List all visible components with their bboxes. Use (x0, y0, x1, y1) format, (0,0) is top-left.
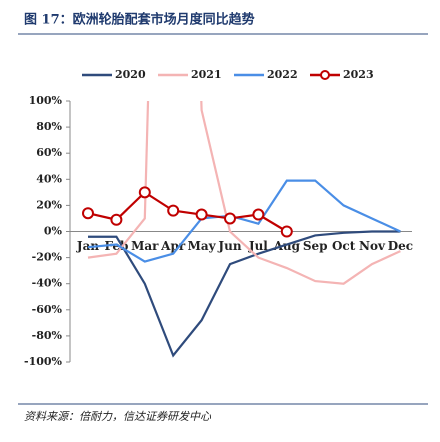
x-tick-label: Apr (160, 239, 186, 253)
x-tick-label: May (188, 239, 217, 253)
series-line (87, 179, 401, 263)
x-tick-label: Jan (76, 239, 99, 253)
x-tick-label: Jul (248, 239, 268, 253)
x-tick-label: Feb (104, 239, 128, 253)
source: 资料来源：倍耐力，信达证券研发中心 (24, 410, 212, 423)
y-tick-label: 20% (36, 198, 62, 211)
x-tick-label: Sep (303, 239, 328, 253)
y-tick-label: -20% (32, 251, 63, 264)
series-line (87, 101, 401, 285)
legend-label: 2023 (343, 68, 374, 81)
y-tick-label: 0% (44, 225, 63, 238)
legend-label: 2022 (267, 68, 298, 81)
legend-marker (320, 70, 330, 80)
point (224, 212, 236, 225)
y-tick-label: -80% (32, 329, 63, 342)
y-tick-label: -100% (24, 355, 63, 368)
point (82, 207, 94, 220)
series-line (88, 230, 401, 358)
x-tick-label: Jun (217, 239, 241, 253)
point (252, 208, 265, 221)
y-tick-label: 80% (36, 120, 62, 133)
legend-label: 2021 (191, 68, 222, 81)
point (195, 208, 208, 221)
y-tick-label: 40% (36, 172, 62, 185)
x-tick-label: Dec (388, 239, 413, 253)
point (167, 204, 180, 217)
point (138, 186, 151, 199)
y-tick-label: -60% (32, 303, 63, 316)
x-tick-label: Oct (332, 239, 356, 253)
legend-label: 2020 (115, 68, 146, 81)
y-tick-label: 60% (36, 146, 62, 159)
y-tick-label: -40% (32, 277, 63, 290)
x-tick-label: Nov (359, 239, 386, 253)
plot-area (82, 101, 401, 358)
y-tick-label: 100% (29, 94, 63, 107)
chart-title: 图 17：欧洲轮胎配套市场月度同比趋势 (24, 12, 255, 28)
x-tick-label: Mar (131, 239, 159, 253)
point (110, 213, 123, 226)
point (280, 225, 293, 238)
